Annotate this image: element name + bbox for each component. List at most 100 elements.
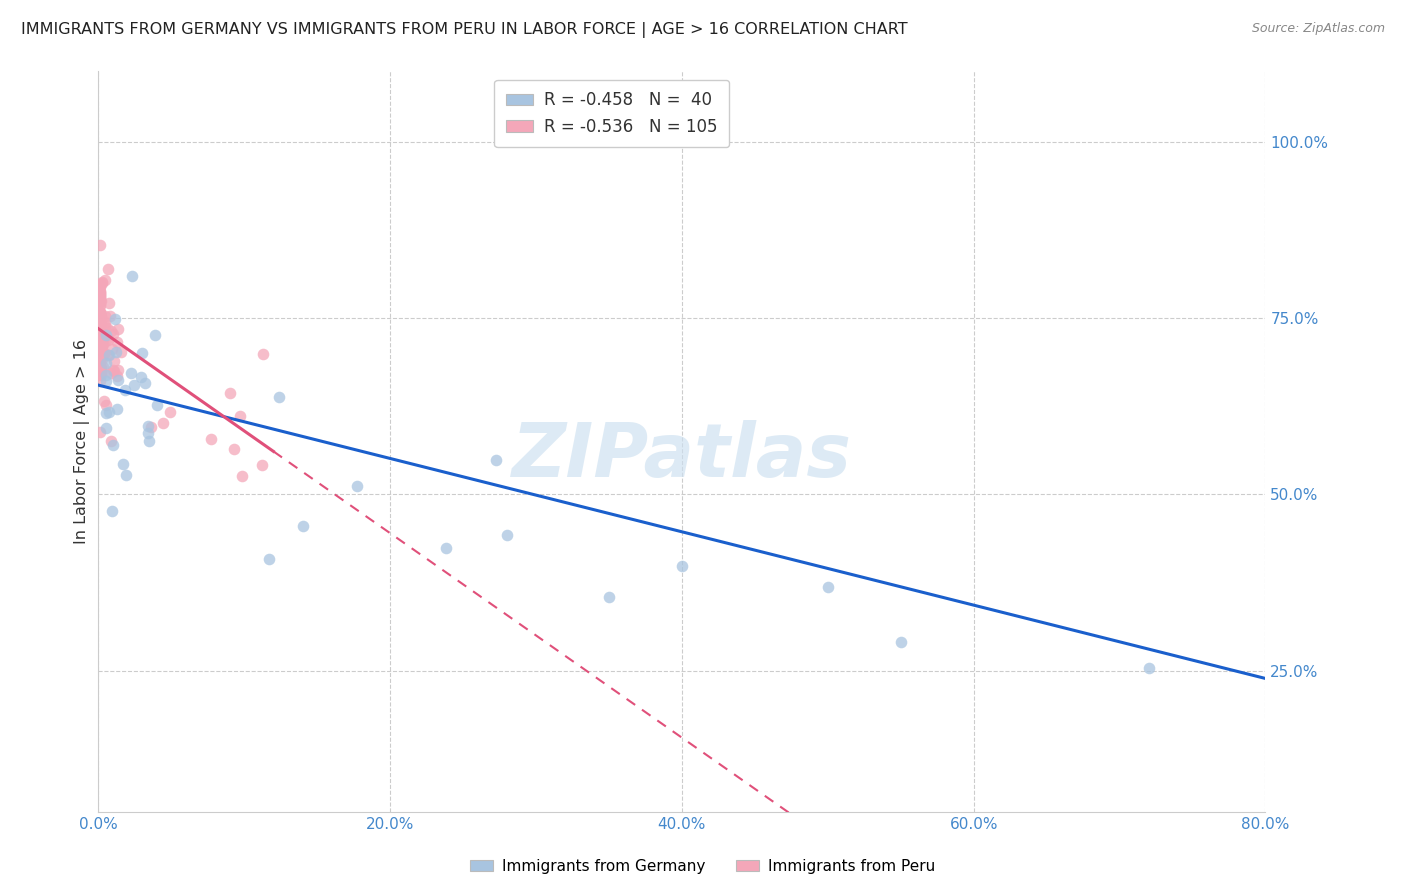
Point (91, 276, 114, 290)
Point (94, 310, 117, 324)
Point (97, 334, 120, 348)
Point (94, 406, 117, 420)
Point (346, 478, 368, 492)
Point (228, 409, 250, 424)
Text: ZIPatlas: ZIPatlas (512, 420, 852, 493)
Point (89, 298, 111, 312)
Point (107, 362, 129, 376)
Point (90, 352, 112, 367)
Point (107, 372, 129, 386)
Legend: Immigrants from Germany, Immigrants from Peru: Immigrants from Germany, Immigrants from… (464, 853, 942, 880)
Point (90, 360, 112, 375)
Text: IMMIGRANTS FROM GERMANY VS IMMIGRANTS FROM PERU IN LABOR FORCE | AGE > 16 CORREL: IMMIGRANTS FROM GERMANY VS IMMIGRANTS FR… (21, 22, 908, 38)
Point (89, 289, 111, 303)
Point (434, 541, 457, 555)
Point (90, 339, 112, 353)
Point (89, 308, 111, 322)
Point (89, 344, 111, 359)
Point (90, 309, 112, 323)
Point (89, 342, 111, 356)
Point (817, 580, 839, 594)
Point (100, 324, 122, 338)
Point (89, 336, 111, 351)
Point (90, 293, 112, 308)
Point (89, 313, 111, 327)
Point (89, 354, 111, 368)
Point (90, 365, 112, 379)
Point (252, 346, 274, 360)
Point (136, 419, 159, 434)
Point (143, 327, 166, 342)
Point (105, 368, 128, 383)
Point (89, 319, 111, 334)
Point (89, 309, 111, 323)
Point (138, 434, 160, 449)
Point (97, 349, 120, 363)
Point (219, 386, 242, 401)
Point (104, 311, 127, 326)
Point (89, 306, 111, 320)
Point (89, 277, 111, 291)
Point (94, 374, 117, 388)
Point (91, 334, 114, 349)
Point (1137, 661, 1160, 675)
Point (103, 363, 125, 377)
Point (890, 635, 912, 649)
Text: Source: ZipAtlas.com: Source: ZipAtlas.com (1251, 22, 1385, 36)
Point (89, 355, 111, 369)
Point (152, 417, 174, 431)
Point (97, 405, 120, 419)
Point (89, 280, 111, 294)
Point (103, 354, 125, 368)
Point (89, 325, 111, 339)
Point (200, 433, 222, 447)
Point (114, 467, 136, 482)
Point (89, 367, 111, 381)
Point (89, 298, 111, 312)
Point (292, 519, 315, 533)
Point (89, 288, 111, 302)
Point (485, 453, 508, 467)
Point (259, 552, 281, 566)
Point (89, 368, 111, 383)
Point (89, 291, 111, 305)
Point (131, 370, 153, 384)
Point (89, 319, 111, 334)
Point (97, 348, 120, 362)
Point (89, 334, 111, 348)
Point (90, 325, 112, 339)
Point (89, 316, 111, 330)
Point (105, 402, 128, 417)
Point (96, 333, 118, 347)
Point (89, 322, 111, 336)
Point (100, 434, 122, 448)
Point (671, 559, 693, 574)
Point (89, 285, 111, 300)
Point (93, 360, 115, 375)
Point (89, 324, 111, 338)
Point (94, 421, 117, 435)
Point (89, 327, 111, 342)
Point (89, 337, 111, 351)
Point (94, 318, 117, 333)
Point (89, 344, 111, 359)
Point (112, 457, 135, 471)
Point (89, 317, 111, 331)
Point (96, 321, 118, 335)
Point (131, 346, 153, 360)
Point (222, 442, 245, 456)
Point (90, 364, 112, 378)
Point (90, 340, 112, 354)
Point (93, 393, 115, 408)
Point (101, 342, 124, 356)
Point (121, 367, 143, 381)
Point (89, 277, 111, 292)
Point (91, 331, 114, 345)
Point (105, 334, 128, 349)
Point (101, 362, 124, 376)
Point (94, 273, 117, 287)
Point (96, 398, 118, 412)
Point (93, 345, 115, 359)
Point (89, 238, 111, 252)
Point (98, 309, 121, 323)
